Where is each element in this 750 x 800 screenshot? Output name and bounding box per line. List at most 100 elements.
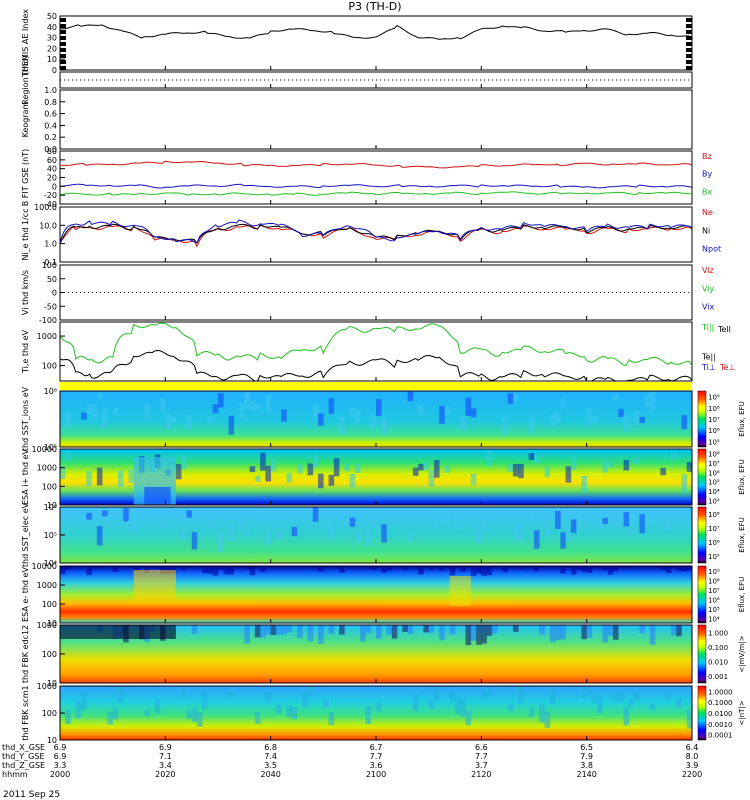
spectrogram-stripe [539,625,545,635]
spectrogram-stripe [349,517,356,527]
spectrogram-stripe [86,513,92,520]
ae-edge-mark [686,18,692,22]
y-tick-label: 1000 [37,464,57,473]
spectrogram-stripe [613,566,619,572]
spectrogram-stripe [186,710,192,719]
spectrogram-stripe [381,418,387,435]
spectrogram-stripe [154,566,161,570]
spectrogram-stripe [491,625,498,634]
legend-label: Ni [702,226,710,235]
spectrogram-stripe [597,696,603,713]
time-axis-value: 3.4 [159,761,172,770]
colorbar-tick-label: 10⁸ [708,511,720,519]
spectrogram-stripe [460,698,466,717]
spectrogram-stripe [528,415,535,434]
spectrogram-stripe [481,689,487,700]
spectrogram-stripe [376,512,382,520]
spectrogram-stripe [265,693,271,703]
spectrogram-stripe [602,517,609,525]
y-tick-label: 30 [47,34,57,43]
spectrogram-stripe [223,514,229,522]
y-tick-label: 1000 [37,332,57,341]
spectrogram-stripe [60,465,66,480]
spectrogram-stripe [228,566,235,575]
spectrogram-stripe [412,467,419,476]
spectrogram-stripe [555,413,561,423]
spectrogram-stripe [407,533,414,542]
spectrogram-stripe [560,398,566,408]
y-tick-label: 10⁵ [44,531,57,540]
spectrogram-stripe [560,532,566,549]
spectrogram-stripe [681,566,688,572]
spectrogram-stripe [639,625,645,634]
spectrogram-stripe [470,408,477,418]
spectrogram-stripe [439,566,445,571]
spectrogram-stripe [112,566,119,573]
spectrogram-stripe [81,412,87,420]
y-tick-label: 20 [47,44,57,53]
spectrogram-stripe [381,524,387,543]
time-axis-value: 6.6 [475,743,488,752]
spectrogram-stripe [660,467,666,476]
y-tick-label: 10 [47,736,57,745]
spectrogram-stripe [265,532,271,545]
spectrogram-stripe [449,625,456,635]
spectrogram-stripe [117,686,124,704]
spectrogram-stripe [576,566,582,571]
spectrogram-stripe [449,566,456,576]
spectrogram-stripe [618,408,624,417]
spectrogram-stripe [512,526,519,541]
spectrogram-stripe [307,625,314,642]
y-tick-label: 0.8 [44,98,57,107]
colorbar-tick-label: 10⁶ [708,539,720,547]
line-panel [59,15,693,71]
spectrogram-stripe [433,521,440,529]
spectrogram-stripe [439,508,445,516]
spectrogram-stripe [502,417,508,435]
time-axis-value: 2020 [155,770,175,779]
spectrogram-stripe [265,394,271,413]
series-line [59,160,693,169]
time-axis-value: 7.7 [370,752,383,761]
spectrogram-stripe [107,711,113,725]
spectrogram-stripe [486,688,493,697]
spectrogram-stripe [586,625,593,638]
colorbar-tick-label: 10⁴ [708,488,720,496]
y-tick-label: 0.2 [44,133,57,142]
spectrogram-stripe [344,462,350,472]
spectrogram-stripe [649,391,656,411]
panel-ylabel: thd SST_elec eV [21,502,30,567]
spectrogram-stripe [597,566,603,570]
spectrogram-stripe [539,705,545,723]
y-tick-label: 1.0 [44,240,57,249]
spectrogram-stripe [549,625,556,643]
colorbar-tick-label: 10⁸ [708,405,720,413]
line-panel [59,89,693,150]
spectrogram-stripe [481,517,487,533]
series-line [59,183,693,189]
spectrogram-stripe [354,532,361,542]
dropout-region [144,487,171,505]
spectrogram-stripe [444,406,451,414]
spectrogram-stripe [428,566,435,570]
series-line [59,322,693,366]
spectrogram-stripe [275,625,282,635]
spectrogram-stripe [634,692,640,701]
spectrogram-stripe [591,415,598,424]
y-tick-label: -50 [44,302,57,311]
spectrogram-stripe [128,469,135,483]
spectrogram-stripe [212,566,219,576]
spectrogram-stripe [549,414,556,426]
spectrogram-stripe [581,625,587,640]
ae-edge-mark [60,60,66,64]
time-axis-value: 2040 [260,770,280,779]
colorbar-tick-label: 0.0001 [708,732,733,740]
spectrogram-stripe [486,566,493,576]
spectrogram-stripe [465,710,472,726]
spectrogram-stripe [207,566,214,574]
spectrogram-stripe [681,474,688,493]
spectrogram-stripe [512,393,519,402]
legend-label: Ti⊥ [701,363,716,372]
